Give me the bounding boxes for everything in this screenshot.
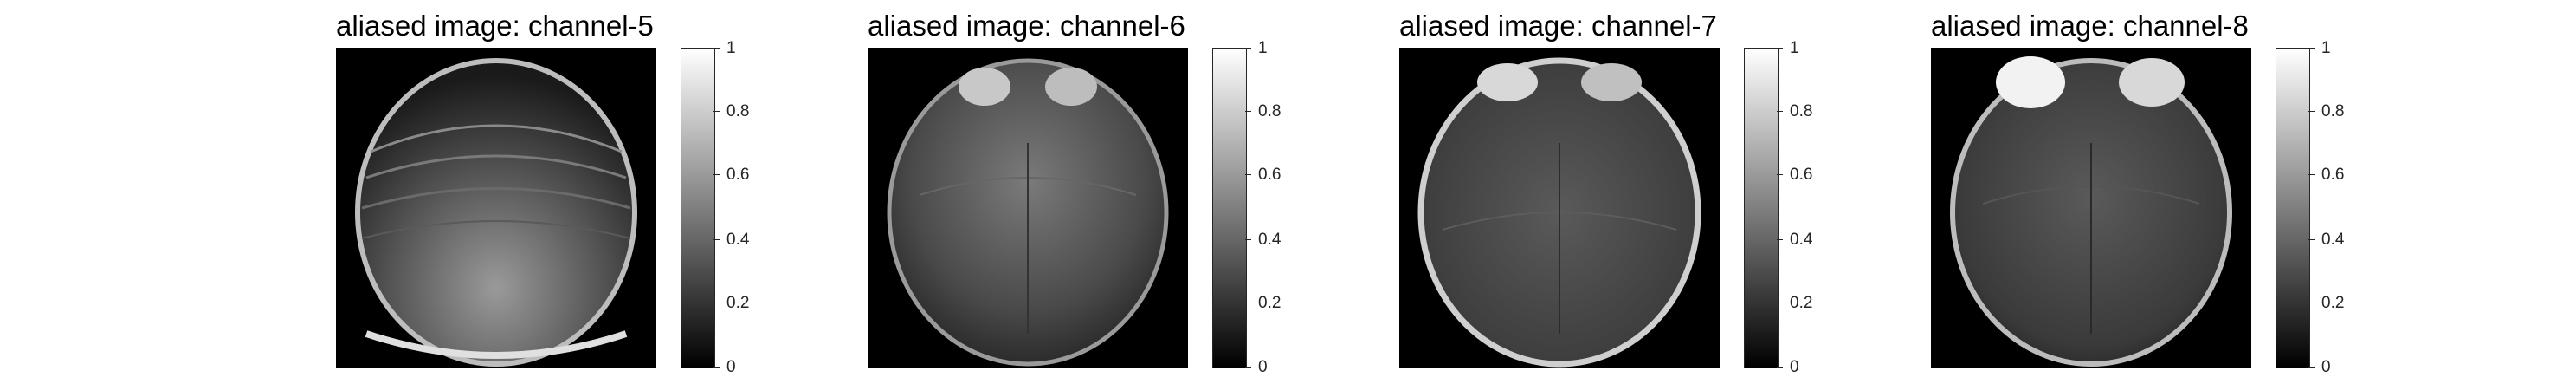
colorbar-tick xyxy=(2308,48,2315,49)
colorbar-tick xyxy=(1777,367,1783,368)
colorbar-tick xyxy=(1245,239,1251,240)
colorbar-tick xyxy=(1777,174,1783,175)
colorbar-tick xyxy=(713,174,720,175)
colorbar-tick-label: 0.8 xyxy=(1790,102,1813,120)
colorbar-tick-label: 0.8 xyxy=(726,102,750,120)
colorbar-tick xyxy=(1245,111,1251,112)
colorbar-tick xyxy=(1245,48,1251,49)
colorbar-tick-label: 0.4 xyxy=(726,231,750,249)
colorbar xyxy=(681,48,715,368)
panel-channel-6: aliased image: channel-6 1 0.8 0.6 0.4 xyxy=(868,0,1404,384)
panel-channel-8: aliased image: channel-8 1 0.8 0.6 0.4 xyxy=(1931,0,2468,384)
colorbar-tick xyxy=(1245,367,1251,368)
colorbar-tick-label: 1 xyxy=(1258,39,1268,57)
colorbar-tick-label: 0.6 xyxy=(1790,166,1813,184)
colorbar-tick-label: 0 xyxy=(726,358,736,376)
mri-image xyxy=(1399,48,1720,368)
colorbar-tick-label: 0 xyxy=(1258,358,1268,376)
colorbar-tick xyxy=(1777,239,1783,240)
colorbar-tick xyxy=(2308,174,2315,175)
colorbar-tick-label: 0.4 xyxy=(1258,231,1282,249)
colorbar-tick-label: 0.4 xyxy=(1790,231,1813,249)
colorbar-tick-label: 0.6 xyxy=(1258,166,1282,184)
colorbar-tick-label: 0.4 xyxy=(2321,231,2345,249)
colorbar-tick xyxy=(2308,367,2315,368)
panel-title: aliased image: channel-5 xyxy=(336,10,654,42)
colorbar-tick xyxy=(1777,48,1783,49)
colorbar-tick-label: 0.6 xyxy=(2321,166,2345,184)
colorbar-tick xyxy=(2308,239,2315,240)
colorbar-tick-label: 1 xyxy=(1790,39,1799,57)
colorbar-tick xyxy=(713,239,720,240)
colorbar-tick-label: 0.2 xyxy=(726,294,750,312)
mri-image xyxy=(336,48,656,368)
colorbar-tick-label: 1 xyxy=(2321,39,2331,57)
mri-image xyxy=(1931,48,2251,368)
colorbar-tick-label: 1 xyxy=(726,39,736,57)
colorbar-tick-label: 0 xyxy=(1790,358,1799,376)
colorbar-tick xyxy=(1777,111,1783,112)
panel-title: aliased image: channel-8 xyxy=(1931,10,2249,42)
colorbar-tick xyxy=(713,367,720,368)
colorbar-tick-label: 0.6 xyxy=(726,166,750,184)
colorbar-tick-label: 0 xyxy=(2321,358,2331,376)
panel-title: aliased image: channel-7 xyxy=(1399,10,1717,42)
colorbar-tick xyxy=(1245,174,1251,175)
colorbar xyxy=(1744,48,1779,368)
colorbar-tick xyxy=(713,111,720,112)
colorbar xyxy=(2276,48,2310,368)
colorbar-tick-label: 0.2 xyxy=(1790,294,1813,312)
colorbar-tick xyxy=(713,48,720,49)
panel-channel-7: aliased image: channel-7 1 0.8 0.6 0.4 xyxy=(1399,0,1936,384)
colorbar-tick-label: 0.8 xyxy=(1258,102,1282,120)
panel-title: aliased image: channel-6 xyxy=(868,10,1185,42)
colorbar xyxy=(1212,48,1247,368)
colorbar-tick-label: 0.2 xyxy=(2321,294,2345,312)
panel-channel-5: aliased image: channel-5 1 0.8 0.6 xyxy=(336,0,873,384)
colorbar-tick xyxy=(2308,111,2315,112)
mri-image xyxy=(868,48,1188,368)
colorbar-tick-label: 0.8 xyxy=(2321,102,2345,120)
colorbar-tick-label: 0.2 xyxy=(1258,294,1282,312)
